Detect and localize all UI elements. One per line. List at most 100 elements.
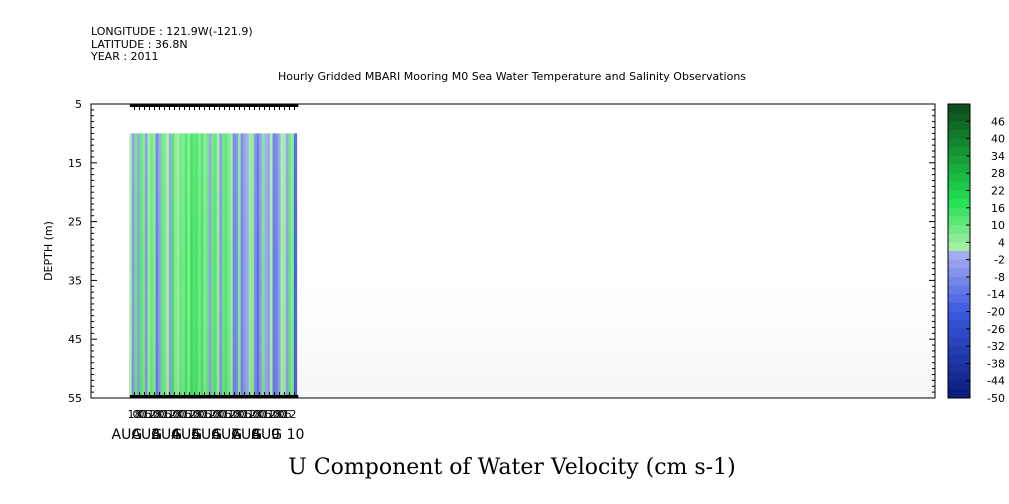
longitude-label: LONGITUDE : 121.9W(-121.9): [91, 25, 253, 38]
x-day-label: AUG 10: [251, 427, 304, 443]
x-hour-label: 06: [277, 408, 291, 421]
colorbar-swatch: [948, 320, 970, 330]
colorbar-swatch: [948, 251, 970, 261]
colorbar-label: -2: [994, 254, 1005, 267]
colorbar-swatch: [948, 147, 970, 157]
colorbar-swatch: [948, 294, 970, 304]
x-hour-label: 12: [182, 408, 196, 421]
colorbar-label: 40: [991, 133, 1005, 146]
x-hour-label: 06: [177, 408, 191, 421]
colorbar: 46 40 34 28 22 16 10 4 -2 -8 -14 -20 -26 -32 -38 -44 -50: [947, 103, 1005, 405]
variable-label: U Component of Water Velocity (cm s-1): [288, 455, 735, 480]
x-hour-label: 18: [187, 408, 201, 421]
colorbar-label: -26: [987, 323, 1005, 336]
x-hour-label: 00: [192, 408, 206, 421]
y-tick-label: 35: [68, 274, 82, 287]
colorbar-label: -8: [994, 271, 1005, 284]
x-hour-label: 18: [267, 408, 281, 421]
x-hour-label: 18: [128, 408, 142, 421]
x-hour-label: 12: [202, 408, 216, 421]
colorbar-swatch: [948, 337, 970, 347]
colorbar-label: -44: [987, 375, 1005, 388]
x-hour-label: 00: [252, 408, 266, 421]
colorbar-swatch: [948, 199, 970, 209]
y-tick-label: 25: [68, 216, 82, 229]
colorbar-swatch: [948, 181, 970, 191]
x-hour-label: 18: [227, 408, 241, 421]
x-hour-label: 00: [172, 408, 186, 421]
x-hour-label: 00: [212, 408, 226, 421]
x-axis: 1800061218000612180006121800061218000612…: [112, 104, 304, 443]
x-hour-label: 00: [133, 408, 147, 421]
colorbar-swatch: [948, 328, 970, 338]
colorbar-swatch: [948, 155, 970, 165]
colorbar-frame: [947, 103, 971, 399]
y-tick-label: 5: [75, 98, 82, 111]
colorbar-label: 10: [991, 219, 1005, 232]
colorbar-swatch: [948, 268, 970, 278]
colorbar-swatch: [948, 354, 970, 364]
colorbar-swatch: [948, 164, 970, 174]
colorbar-label: -32: [987, 340, 1005, 353]
colorbar-swatch: [948, 138, 970, 148]
colorbar-swatch: [948, 190, 970, 200]
colorbar-swatch: [948, 121, 970, 131]
latitude-label: LATITUDE : 36.8N: [91, 38, 188, 51]
colorbar-swatch: [948, 302, 970, 312]
x-hour-label: 00: [232, 408, 246, 421]
x-hour-label: 18: [167, 408, 181, 421]
y-tick-label: 55: [68, 392, 82, 405]
x-hour-label: 12: [142, 408, 156, 421]
colorbar-swatch: [948, 216, 970, 226]
colorbar-label: 28: [991, 167, 1005, 180]
colorbar-swatch: [948, 363, 970, 373]
x-hour-label: 12: [282, 408, 296, 421]
colorbar-label: -38: [987, 357, 1005, 370]
x-day-label: AUG 4: [131, 427, 180, 443]
colorbar-label: -14: [987, 288, 1005, 301]
colorbar-label: 16: [991, 202, 1005, 215]
depth-shading: [129, 133, 935, 398]
colorbar-swatch: [948, 242, 970, 252]
colorbar-swatch: [948, 346, 970, 356]
x-hour-label: 18: [147, 408, 161, 421]
x-day-label: AUG 9: [231, 427, 279, 443]
x-hour-label: 00: [152, 408, 166, 421]
colorbar-swatch: [948, 173, 970, 183]
x-day-label: AUG 6: [171, 427, 220, 443]
colorbar-swatch: [948, 259, 970, 269]
colorbar-swatch: [948, 225, 970, 235]
colorbar-swatch: [948, 233, 970, 243]
x-day-label: AUG 7: [191, 427, 239, 443]
colorbar-label: 46: [991, 115, 1005, 128]
x-hour-label: 00: [272, 408, 286, 421]
x-day-label: AUG 8: [211, 427, 259, 443]
colorbar-swatch: [948, 389, 970, 399]
x-hour-label: 06: [217, 408, 231, 421]
year-label: YEAR : 2011: [90, 50, 159, 63]
colorbar-swatch: [948, 276, 970, 286]
chart-title: Hourly Gridded MBARI Mooring M0 Sea Wate…: [278, 70, 746, 83]
x-hour-label: 18: [247, 408, 261, 421]
x-hour-label: 12: [162, 408, 176, 421]
colorbar-swatch: [948, 380, 970, 390]
colorbar-label: 4: [998, 236, 1005, 249]
colorbar-swatch: [948, 311, 970, 321]
colorbar-swatch: [948, 112, 970, 122]
colorbar-swatch: [948, 285, 970, 295]
x-hour-label: 06: [197, 408, 211, 421]
y-tick-label: 45: [68, 333, 82, 346]
colorbar-swatch: [948, 207, 970, 217]
colorbar-swatch: [948, 372, 970, 382]
x-hour-label: 18: [207, 408, 221, 421]
x-day-label: AUG 3: [112, 427, 160, 443]
colorbar-swatch: [948, 104, 970, 114]
colorbar-label: 22: [991, 184, 1005, 197]
y-axis: 5 15 25 35 45 55: [68, 98, 935, 405]
x-hour-label: 12: [242, 408, 256, 421]
x-hour-label: 06: [257, 408, 271, 421]
x-hour-label: 12: [262, 408, 276, 421]
colorbar-label: -50: [987, 392, 1005, 405]
x-hour-label: 06: [157, 408, 171, 421]
colorbar-label: 34: [991, 150, 1005, 163]
